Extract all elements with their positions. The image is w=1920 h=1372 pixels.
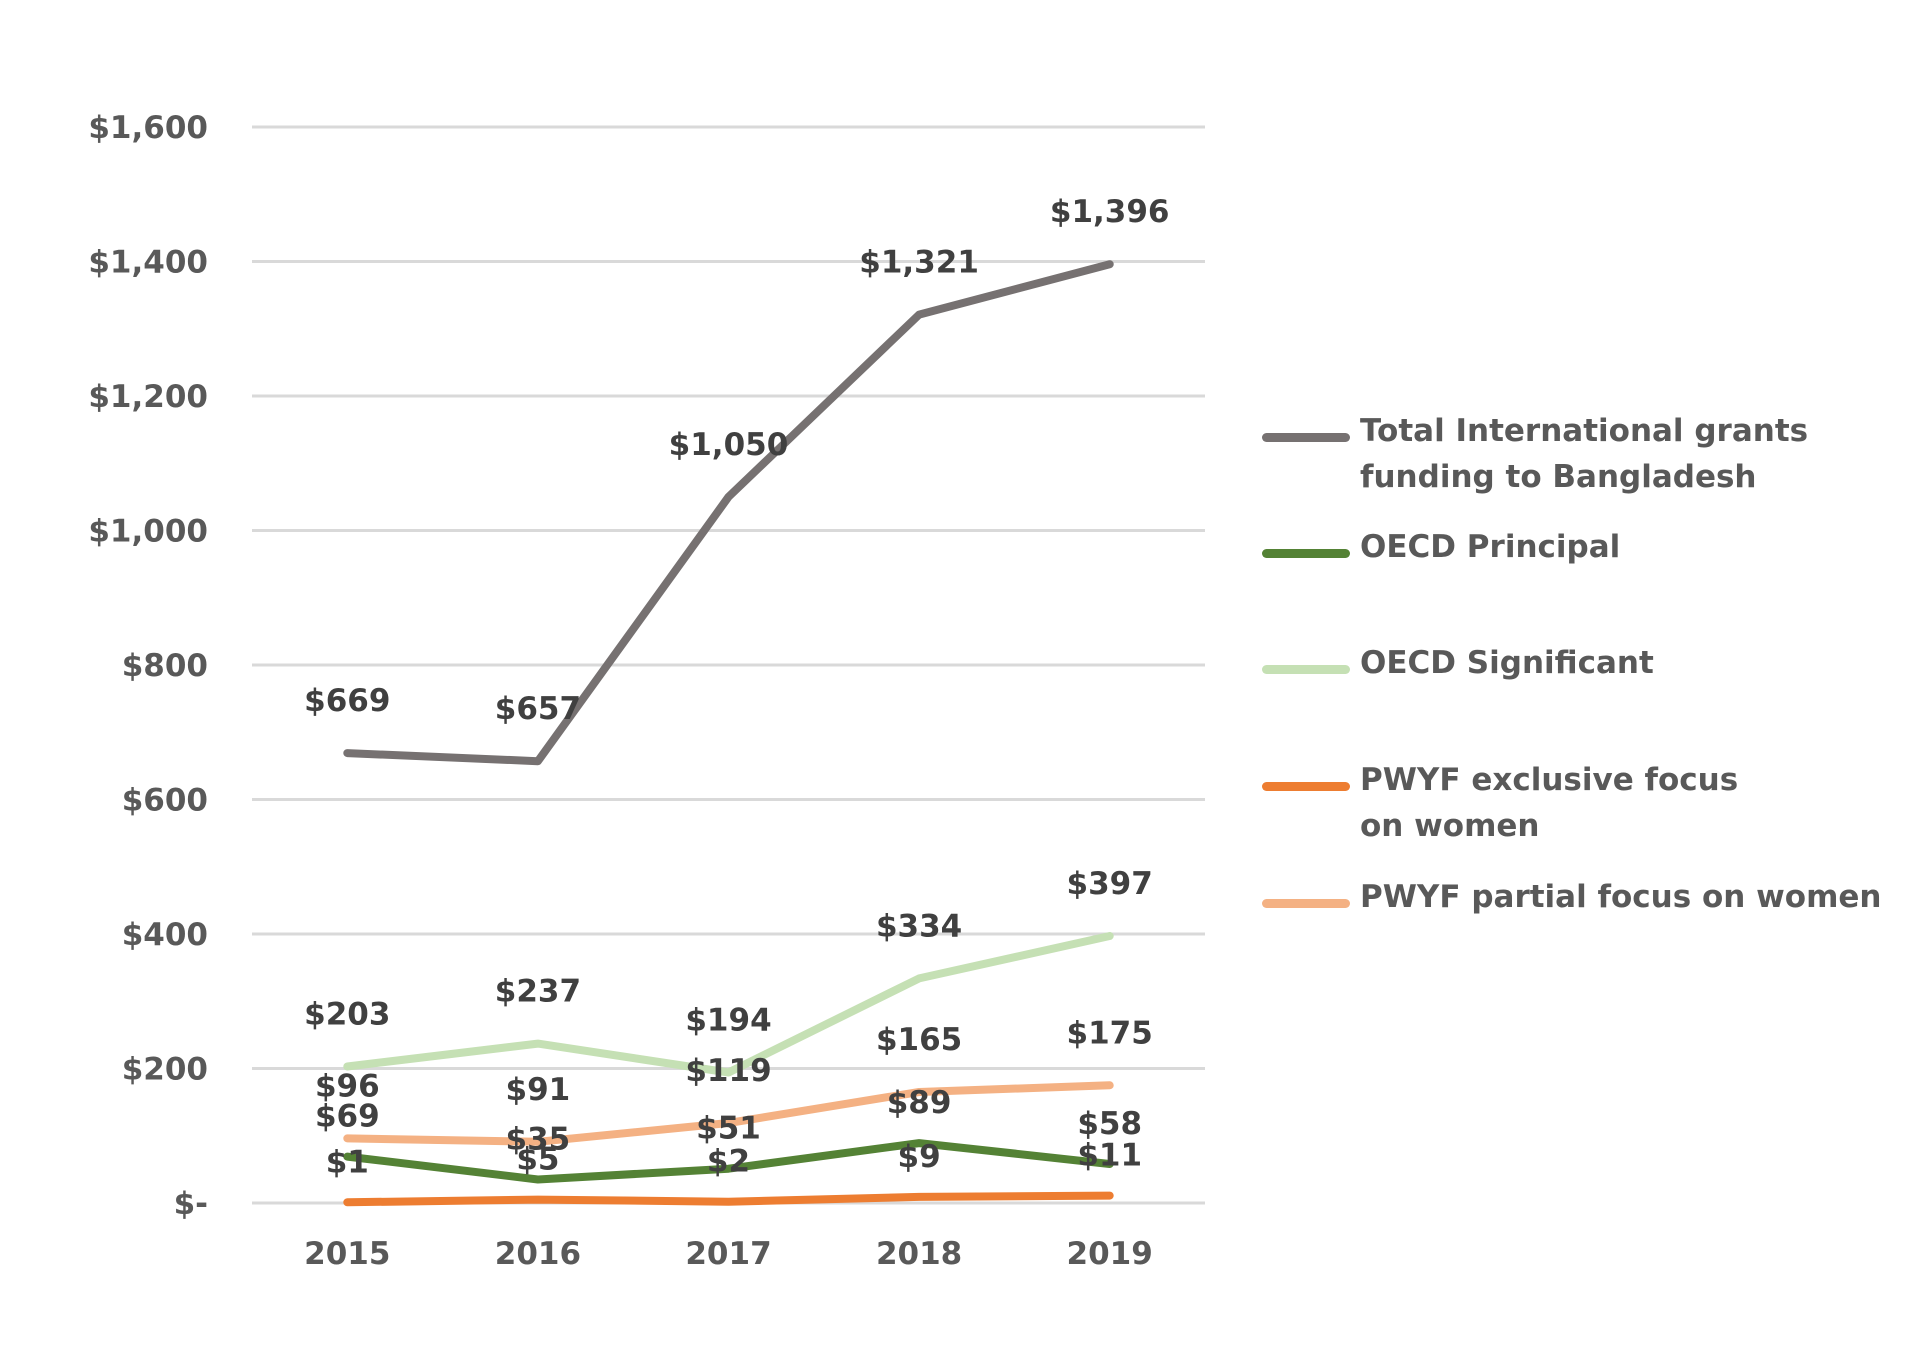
data-label-total: $1,321 — [859, 245, 979, 281]
y-tick-label: $1,000 — [88, 514, 208, 550]
x-tick-label: 2015 — [304, 1236, 390, 1272]
data-label-oecd-significant: $237 — [495, 974, 581, 1010]
data-label-oecd-principal: $58 — [1077, 1106, 1142, 1142]
data-label-pwyf-partial: $91 — [506, 1072, 571, 1108]
y-tick-label: $600 — [122, 783, 208, 819]
y-tick-label: $1,600 — [88, 110, 208, 146]
y-tick-label: $- — [174, 1186, 208, 1222]
legend-swatch-oecd-significant — [1262, 665, 1350, 674]
data-label-pwyf-exclusive: $11 — [1077, 1138, 1142, 1174]
gridlines — [252, 125, 1205, 1205]
data-label-oecd-significant: $194 — [685, 1003, 771, 1039]
x-tick-label: 2017 — [685, 1236, 771, 1272]
data-label-oecd-principal: $35 — [506, 1121, 571, 1157]
x-tick-label: 2016 — [495, 1236, 581, 1272]
legend-swatch-total — [1262, 433, 1350, 442]
legend-swatch-oecd-principal — [1262, 549, 1350, 558]
data-label-pwyf-partial: $165 — [876, 1022, 962, 1058]
data-label-pwyf-exclusive: $1 — [326, 1144, 369, 1180]
series-line-oecd-principal — [343, 1139, 1114, 1184]
data-label-total: $669 — [304, 683, 390, 719]
legend-label-total: Total International grants funding to Ba… — [1360, 413, 1809, 495]
legend-label-pwyf-exclusive: PWYF exclusive focus on women — [1360, 762, 1739, 844]
data-label-pwyf-exclusive: $9 — [898, 1139, 941, 1175]
legend-swatch-pwyf-exclusive — [1262, 782, 1350, 791]
legend-label-oecd-principal: OECD Principal — [1360, 529, 1621, 565]
series-line-total — [343, 260, 1114, 766]
data-label-oecd-significant: $334 — [876, 908, 962, 944]
data-label-oecd-significant: $397 — [1067, 866, 1153, 902]
x-axis-ticks: 2015 2016 2017 2018 2019 — [304, 1236, 1153, 1272]
legend-label-pwyf-partial: PWYF partial focus on women — [1360, 879, 1882, 915]
data-label-pwyf-exclusive: $2 — [707, 1144, 750, 1180]
y-tick-label: $1,400 — [88, 245, 208, 281]
data-label-pwyf-partial: $119 — [685, 1053, 771, 1089]
data-label-oecd-principal: $89 — [887, 1085, 952, 1121]
data-label-oecd-significant: $203 — [304, 996, 390, 1032]
data-label-oecd-principal: $69 — [315, 1099, 380, 1135]
series-lines — [343, 260, 1114, 1207]
legend-label-oecd-significant: OECD Significant — [1360, 645, 1654, 681]
data-label-pwyf-exclusive: $5 — [516, 1142, 559, 1178]
data-label-pwyf-partial: $96 — [315, 1068, 380, 1104]
y-tick-label: $400 — [122, 917, 208, 953]
x-tick-label: 2019 — [1067, 1236, 1153, 1272]
x-tick-label: 2018 — [876, 1236, 962, 1272]
y-axis-ticks: $- $200 $400 $600 $800 $1,000 $1,200 $1,400 $1,6… — [88, 110, 208, 1222]
data-label-pwyf-partial: $175 — [1067, 1015, 1153, 1051]
y-tick-label: $800 — [122, 648, 208, 684]
series-line-oecd-significant — [343, 932, 1114, 1077]
y-tick-label: $200 — [122, 1052, 208, 1088]
series-line-pwyf-partial — [343, 1081, 1114, 1146]
series-line-pwyf-exclusive — [343, 1191, 1114, 1207]
y-tick-label: $1,200 — [88, 379, 208, 415]
data-label-total: $1,050 — [669, 427, 789, 463]
data-label-total: $1,396 — [1050, 194, 1170, 230]
data-label-total: $657 — [495, 691, 581, 727]
data-labels: $669 $657 $1,050 $1,321 $1,396 $69 $35 $51 $89 $5… — [304, 194, 1169, 1180]
legend-swatch-pwyf-partial — [1262, 899, 1350, 908]
data-label-oecd-principal: $51 — [696, 1111, 761, 1147]
